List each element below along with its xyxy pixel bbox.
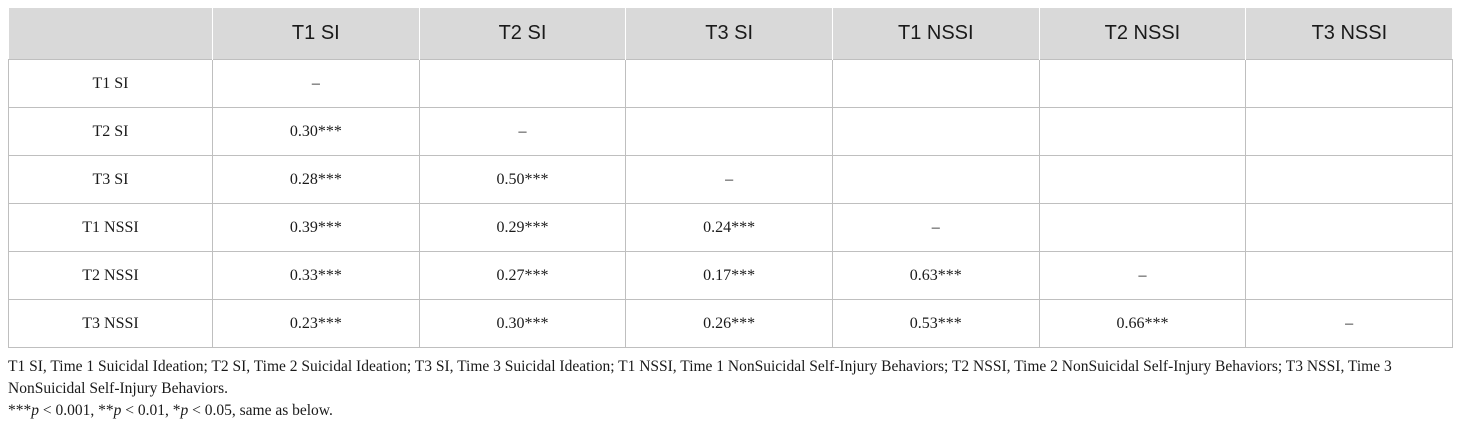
table-row: T1 SI –: [8, 59, 1453, 108]
sig-value-2: < 0.01,: [121, 402, 173, 419]
header-cell-corner: [8, 8, 213, 60]
table-cell: 0.23***: [212, 299, 420, 348]
table-cell: [831, 107, 1040, 156]
table-row: T2 SI 0.30*** –: [8, 107, 1453, 156]
table-cell: [831, 155, 1040, 204]
table-cell: [1245, 251, 1453, 300]
row-label: T2 SI: [8, 107, 213, 156]
table-cell: 0.26***: [625, 299, 833, 348]
table-cell: [1038, 59, 1247, 108]
correlation-table-container: T1 SI T2 SI T3 SI T1 NSSI T2 NSSI T3 NSS…: [8, 8, 1453, 422]
row-label: T1 NSSI: [8, 203, 213, 252]
header-cell: T1 SI: [212, 8, 420, 60]
sig-stars-2: **: [98, 402, 114, 419]
table-cell: 0.53***: [831, 299, 1040, 348]
table-cell: 0.28***: [212, 155, 420, 204]
table-cell: –: [1038, 251, 1247, 300]
table-cell: –: [418, 107, 627, 156]
table-cell: [625, 59, 833, 108]
table-cell: [625, 107, 833, 156]
correlation-table: T1 SI T2 SI T3 SI T1 NSSI T2 NSSI T3 NSS…: [8, 8, 1453, 348]
row-label: T3 SI: [8, 155, 213, 204]
table-cell: 0.39***: [212, 203, 420, 252]
table-cell: 0.30***: [212, 107, 420, 156]
table-cell: [1038, 155, 1247, 204]
table-cell: –: [212, 59, 420, 108]
table-cell: –: [1245, 299, 1453, 348]
table-cell: 0.24***: [625, 203, 833, 252]
table-cell: [831, 59, 1040, 108]
header-cell: T3 SI: [625, 8, 833, 60]
table-cell: [1245, 59, 1453, 108]
abbreviations-note: T1 SI, Time 1 Suicidal Ideation; T2 SI, …: [8, 358, 1392, 397]
table-cell: 0.29***: [418, 203, 627, 252]
p-symbol: p: [180, 402, 189, 419]
table-cell: 0.50***: [418, 155, 627, 204]
table-cell: 0.63***: [831, 251, 1040, 300]
sig-value-1: < 0.05, same as below.: [188, 402, 333, 419]
table-cell: 0.33***: [212, 251, 420, 300]
row-label: T1 SI: [8, 59, 213, 108]
table-cell: [1038, 203, 1247, 252]
table-cell: [1245, 203, 1453, 252]
table-footnotes: T1 SI, Time 1 Suicidal Ideation; T2 SI, …: [8, 356, 1452, 422]
table-row: T1 NSSI 0.39*** 0.29*** 0.24*** –: [8, 203, 1453, 252]
sig-stars-3: ***: [8, 402, 32, 419]
table-cell: 0.17***: [625, 251, 833, 300]
row-label: T2 NSSI: [8, 251, 213, 300]
table-cell: 0.27***: [418, 251, 627, 300]
table-row: T2 NSSI 0.33*** 0.27*** 0.17*** 0.63*** …: [8, 251, 1453, 300]
significance-note: ***p < 0.001, **p < 0.01, *p < 0.05, sam…: [8, 400, 1452, 422]
table-cell: 0.66***: [1038, 299, 1247, 348]
header-cell: T2 SI: [418, 8, 626, 60]
p-symbol: p: [113, 402, 122, 419]
table-header-row: T1 SI T2 SI T3 SI T1 NSSI T2 NSSI T3 NSS…: [8, 8, 1453, 60]
table-cell: [1038, 107, 1247, 156]
table-cell: 0.30***: [418, 299, 627, 348]
table-cell: [418, 59, 627, 108]
table-cell: –: [831, 203, 1040, 252]
header-cell: T1 NSSI: [831, 8, 1040, 60]
sig-stars-1: *: [172, 402, 181, 419]
table-row: T3 SI 0.28*** 0.50*** –: [8, 155, 1453, 204]
header-cell: T3 NSSI: [1245, 8, 1453, 60]
sig-value-3: < 0.001,: [39, 402, 99, 419]
table-cell: [1245, 107, 1453, 156]
p-symbol: p: [31, 402, 39, 419]
row-label: T3 NSSI: [8, 299, 213, 348]
table-cell: –: [625, 155, 833, 204]
header-cell: T2 NSSI: [1038, 8, 1246, 60]
table-row: T3 NSSI 0.23*** 0.30*** 0.26*** 0.53*** …: [8, 299, 1453, 348]
table-cell: [1245, 155, 1453, 204]
